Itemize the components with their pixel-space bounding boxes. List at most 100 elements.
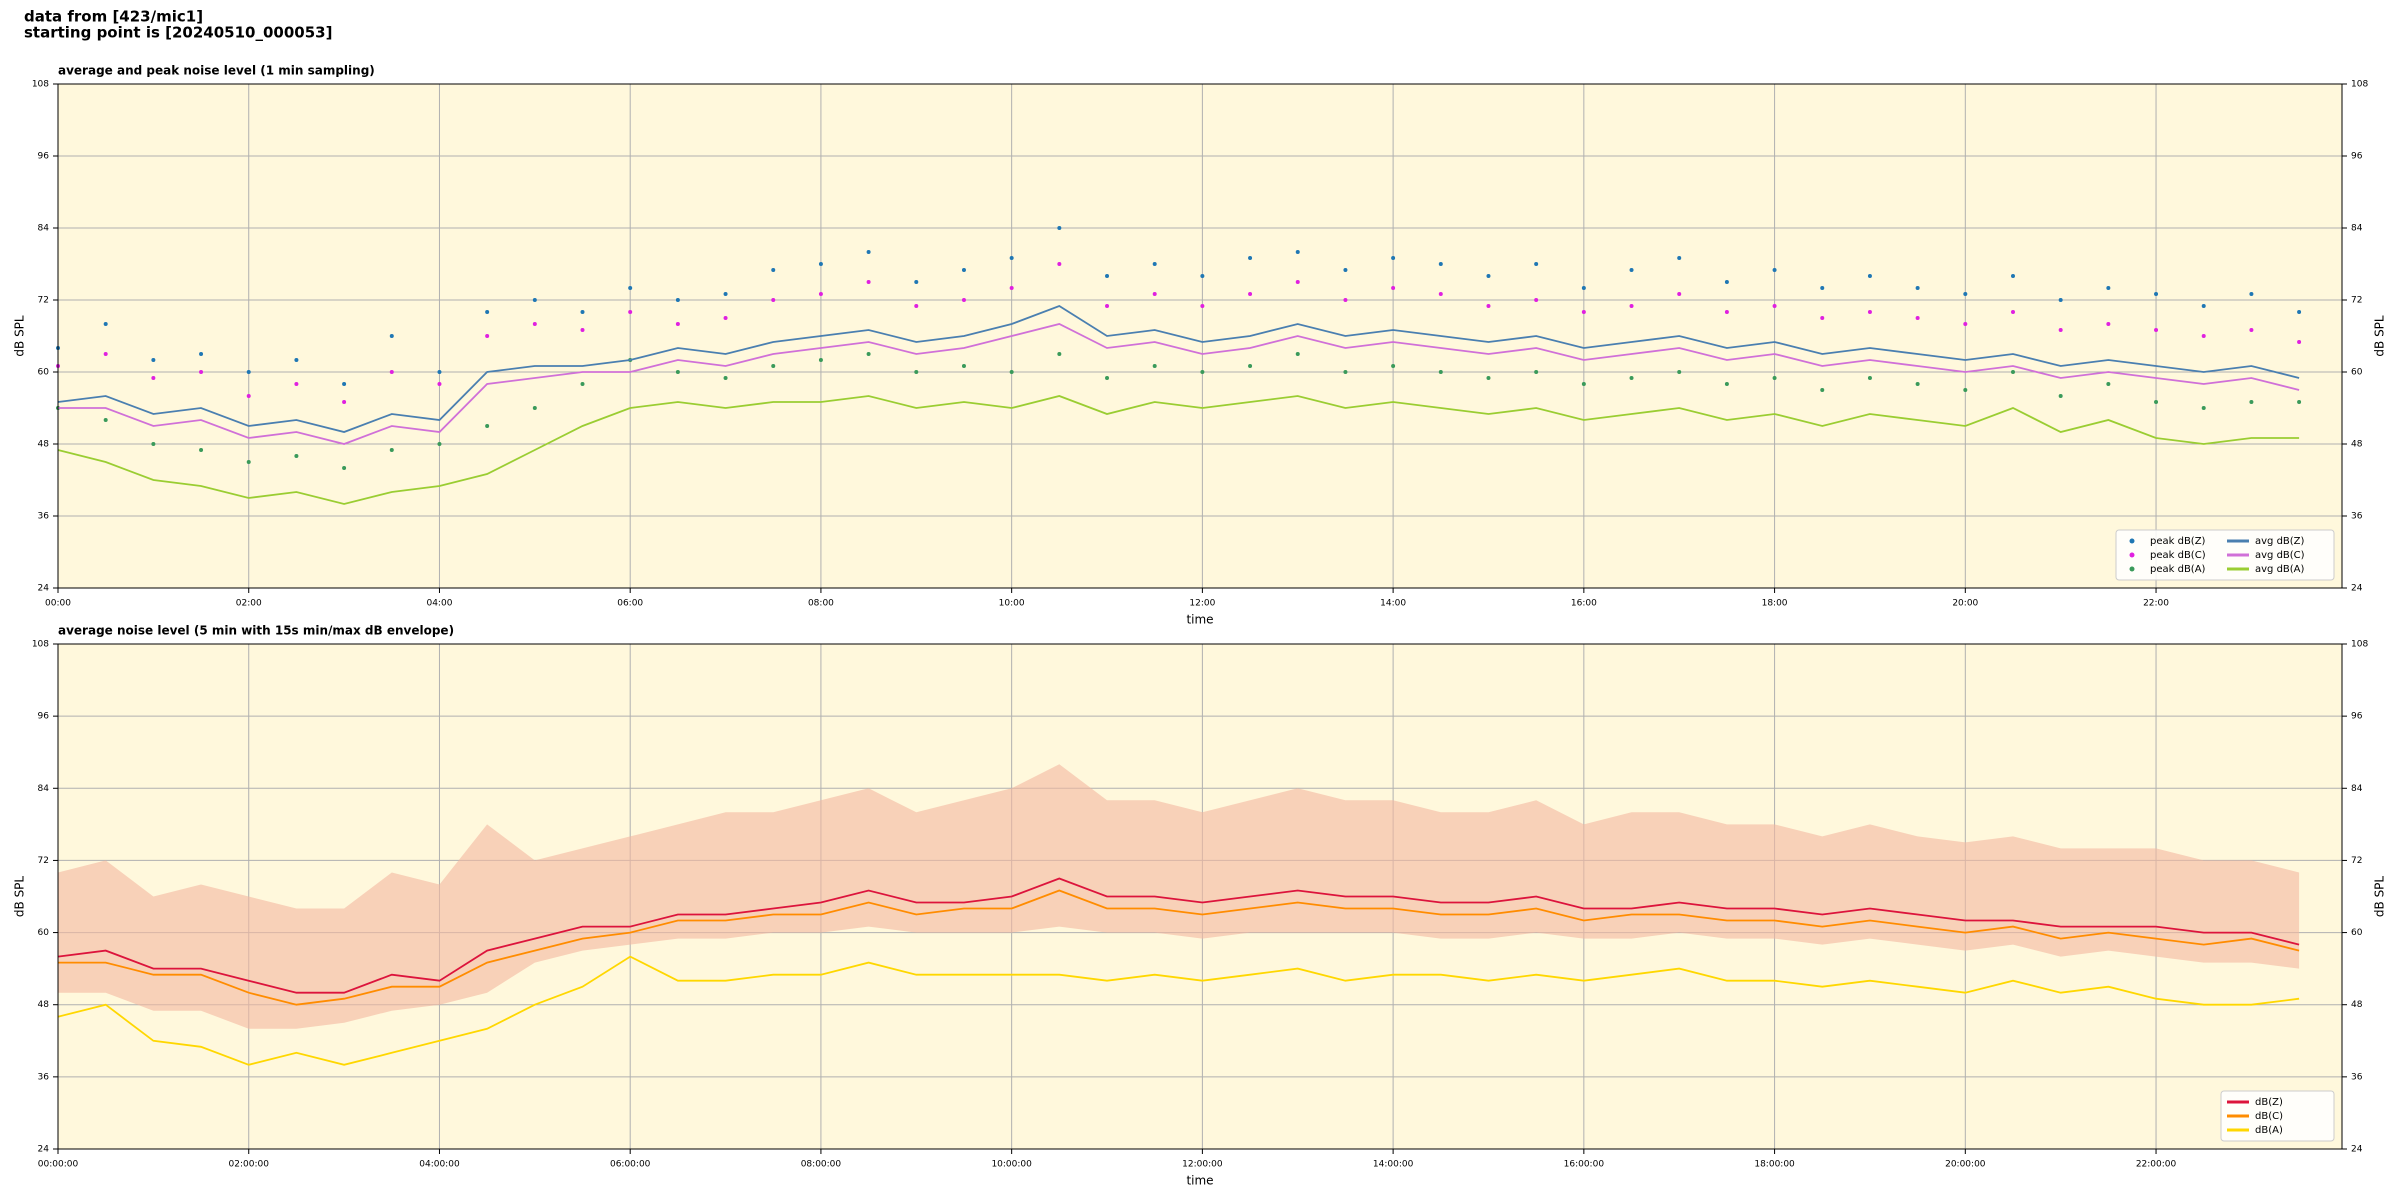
peak-dot bbox=[2201, 406, 2206, 410]
x-tick-label: 00:00 bbox=[45, 599, 71, 609]
y-tick-label: 36 bbox=[2351, 512, 2363, 522]
peak-dot bbox=[675, 298, 680, 302]
legend-box bbox=[2220, 1090, 2335, 1142]
peak-dot bbox=[1009, 256, 1014, 260]
peak-dot bbox=[866, 250, 871, 254]
y-tick-label: 96 bbox=[38, 152, 50, 162]
y-tick-label: 72 bbox=[2351, 296, 2362, 306]
peak-dot bbox=[1534, 298, 1539, 302]
peak-dot bbox=[1200, 304, 1205, 308]
peak-dot bbox=[818, 262, 823, 266]
peak-dot bbox=[2201, 304, 2206, 308]
peak-dot bbox=[2154, 400, 2159, 404]
peak-dot bbox=[580, 310, 585, 314]
peak-dot bbox=[2154, 292, 2159, 296]
peak-dot bbox=[2297, 340, 2302, 344]
peak-dot bbox=[1963, 322, 1968, 326]
y-tick-label: 108 bbox=[2351, 640, 2368, 650]
peak-dot bbox=[246, 460, 251, 464]
peak-dot bbox=[628, 286, 633, 290]
y-tick-label: 60 bbox=[38, 928, 50, 938]
x-tick-label: 10:00 bbox=[999, 599, 1025, 609]
x-axis-label: time bbox=[1186, 1174, 1213, 1188]
peak-dot bbox=[342, 382, 347, 386]
peak-dot bbox=[1629, 376, 1634, 380]
series-line bbox=[58, 323, 2300, 445]
peak-dot bbox=[1534, 262, 1539, 266]
plot-frame bbox=[57, 83, 2343, 589]
peak-dot bbox=[675, 370, 680, 374]
panel-title: average and peak noise level (1 min samp… bbox=[58, 64, 375, 78]
series-line bbox=[58, 889, 2300, 1006]
x-tick-label: 10:00:00 bbox=[991, 1160, 1032, 1170]
peak-dot bbox=[1057, 262, 1062, 266]
peak-dot bbox=[1820, 388, 1825, 392]
x-tick-label: 06:00:00 bbox=[610, 1160, 651, 1170]
peak-dot bbox=[1343, 298, 1348, 302]
peak-dot bbox=[1820, 286, 1825, 290]
plot-frame bbox=[57, 643, 2343, 1150]
peak-dot bbox=[914, 280, 919, 284]
legend-label: peak dB(C) bbox=[2150, 550, 2206, 561]
peak-dot bbox=[1915, 286, 1920, 290]
y-tick-label: 24 bbox=[2351, 584, 2363, 594]
peak-dot bbox=[723, 316, 728, 320]
x-tick-label: 02:00:00 bbox=[229, 1160, 270, 1170]
y-tick-label: 60 bbox=[38, 368, 50, 378]
peak-dot bbox=[199, 448, 204, 452]
y-tick-label: 24 bbox=[38, 1145, 50, 1155]
peak-dot bbox=[1391, 256, 1396, 260]
y-axis-label: dB SPL bbox=[2373, 315, 2387, 357]
peak-dot bbox=[1581, 310, 1586, 314]
peak-dot bbox=[2010, 310, 2015, 314]
peak-dot bbox=[1772, 304, 1777, 308]
peak-dot bbox=[1677, 292, 1682, 296]
x-tick-label: 22:00 bbox=[2143, 599, 2169, 609]
legend-label: avg dB(Z) bbox=[2255, 536, 2305, 547]
peak-dot bbox=[2106, 286, 2111, 290]
peak-dot bbox=[723, 376, 728, 380]
peak-dot bbox=[961, 268, 966, 272]
panel-title: average noise level (5 min with 15s min/… bbox=[58, 624, 454, 638]
x-tick-label: 08:00:00 bbox=[801, 1160, 842, 1170]
y-tick-label: 36 bbox=[38, 512, 50, 522]
peak-dot bbox=[389, 370, 394, 374]
peak-dot bbox=[389, 448, 394, 452]
legend-marker bbox=[2129, 566, 2135, 572]
peak-dot bbox=[1963, 292, 1968, 296]
y-tick-label: 48 bbox=[38, 1000, 50, 1010]
peak-dot bbox=[1629, 268, 1634, 272]
peak-dot bbox=[1915, 382, 1920, 386]
x-tick-label: 18:00:00 bbox=[1754, 1160, 1795, 1170]
x-tick-label: 12:00:00 bbox=[1182, 1160, 1223, 1170]
peak-dot bbox=[1724, 280, 1729, 284]
peak-dot bbox=[1581, 382, 1586, 386]
y-tick-label: 108 bbox=[2351, 80, 2368, 90]
legend-label: peak dB(A) bbox=[2150, 564, 2206, 575]
peak-dot bbox=[103, 418, 108, 422]
y-axis-label: dB SPL bbox=[13, 315, 27, 357]
peak-dot bbox=[961, 364, 966, 368]
legend-label: avg dB(A) bbox=[2255, 564, 2305, 575]
peak-dot bbox=[2297, 400, 2302, 404]
series-line bbox=[57, 395, 2300, 505]
x-tick-label: 14:00 bbox=[1380, 599, 1406, 609]
x-tick-label: 02:00 bbox=[236, 599, 262, 609]
peak-dot bbox=[2010, 274, 2015, 278]
peak-dot bbox=[1343, 370, 1348, 374]
peak-dot bbox=[294, 454, 299, 458]
peak-dot bbox=[771, 268, 776, 272]
peak-dot bbox=[866, 280, 871, 284]
y-tick-label: 60 bbox=[2351, 368, 2363, 378]
peak-dot bbox=[1248, 256, 1253, 260]
peak-dot bbox=[1105, 376, 1110, 380]
peak-dot bbox=[1391, 286, 1396, 290]
x-tick-label: 14:00:00 bbox=[1373, 1160, 1414, 1170]
envelope-area bbox=[58, 764, 2300, 1029]
x-axis-label: time bbox=[1186, 613, 1213, 627]
peak-dot bbox=[1295, 280, 1300, 284]
peak-dot bbox=[771, 364, 776, 368]
peak-dot bbox=[818, 292, 823, 296]
peak-dot bbox=[389, 334, 394, 338]
peak-dot bbox=[580, 328, 585, 332]
